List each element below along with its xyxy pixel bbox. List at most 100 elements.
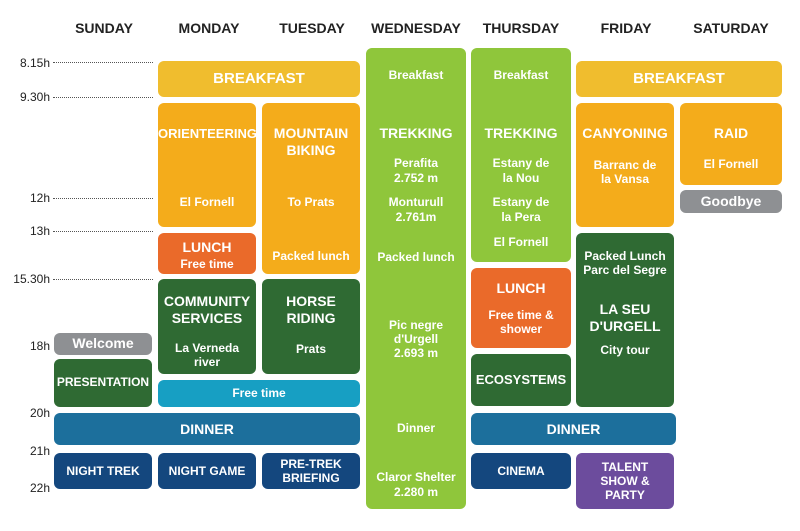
time-label: 21h — [29, 444, 50, 458]
community-place2: river — [193, 355, 221, 369]
thu-lunch-line1: Free time & — [488, 308, 554, 322]
time-label: 22h — [29, 481, 50, 495]
horse-place: Prats — [295, 342, 327, 356]
time-label: 18h — [29, 339, 50, 353]
talent-line2: SHOW & — [600, 474, 650, 488]
time-label: 9.30h — [19, 90, 50, 104]
horse-line2: RIDING — [286, 310, 336, 326]
welcome-label: Welcome — [72, 335, 134, 351]
pre-trek-line1: PRE-TREK — [280, 457, 342, 471]
wed-peak-alt: 2.693 m — [393, 346, 439, 360]
wed-peak-line2: d'Urgell — [393, 332, 439, 346]
wed-breakfast: Breakfast — [388, 68, 444, 82]
talent-line1: TALENT — [601, 460, 649, 474]
day-header-tuesday: TUESDAY — [279, 20, 345, 36]
friday-title1: LA SEU — [599, 301, 651, 317]
breakfast-block-fri-sat: BREAKFAST — [576, 61, 782, 97]
time-label: 20h — [29, 406, 50, 420]
goodbye-block: Goodbye — [680, 190, 782, 213]
wed-peak-line1: Pic negre — [388, 318, 444, 332]
breakfast-block-mon-tue: BREAKFAST — [158, 61, 360, 97]
thu-place1-line2: la Nou — [502, 171, 540, 185]
wednesday-trekking-block: Breakfast TREKKING Perafita 2.752 m Mont… — [366, 48, 466, 509]
cinema-block: CINEMA — [471, 453, 571, 489]
friday-lunch2: Parc del Segre — [583, 263, 667, 277]
horse-riding-block: HORSE RIDING Prats — [262, 279, 360, 374]
dinner-label: DINNER — [546, 421, 601, 437]
monday-lunch-title: LUNCH — [182, 239, 232, 255]
time-tick — [53, 62, 153, 63]
time-label: 15.30h — [13, 272, 50, 286]
thu-place1-line1: Estany de — [492, 156, 550, 170]
wed-place2: Monturull — [388, 195, 444, 209]
ecosystems-block: ECOSYSTEMS — [471, 354, 571, 406]
canyoning-line2: la Vansa — [600, 172, 650, 186]
orienteering-block: ORIENTEERING El Fornell — [158, 103, 257, 227]
pre-trek-briefing-block: PRE-TREK BRIEFING — [262, 453, 360, 489]
time-label: 12h — [29, 191, 50, 205]
mountain-biking-line2: BIKING — [286, 142, 336, 158]
pre-trek-line2: BRIEFING — [282, 471, 340, 485]
day-header-saturday: SATURDAY — [693, 20, 769, 36]
thursday-trekking-block: Breakfast TREKKING Estany de la Nou Esta… — [471, 48, 571, 262]
mountain-biking-place: To Prats — [287, 195, 335, 209]
community-place1: La Verneda — [174, 341, 240, 355]
wed-packed-lunch: Packed lunch — [377, 250, 455, 264]
day-header-wednesday: WEDNESDAY — [371, 20, 461, 36]
night-trek-label: NIGHT TREK — [66, 464, 140, 478]
time-label: 8.15h — [19, 56, 50, 70]
talent-line3: PARTY — [605, 488, 645, 502]
talent-show-block: TALENT SHOW & PARTY — [576, 453, 674, 509]
wed-shelter: Claror Shelter — [376, 470, 456, 484]
thu-place2-line1: Estany de — [492, 195, 550, 209]
time-tick — [53, 97, 153, 98]
ecosystems-label: ECOSYSTEMS — [475, 372, 567, 387]
canyoning-title: CANYONING — [582, 125, 668, 141]
thu-place3: El Fornell — [493, 235, 549, 249]
time-tick — [53, 279, 153, 280]
friday-la-seu-block: Packed Lunch Parc del Segre LA SEU D'URG… — [576, 233, 674, 407]
day-header-friday: FRIDAY — [600, 20, 652, 36]
canyoning-line1: Barranc de — [593, 158, 657, 172]
friday-sub: City tour — [600, 343, 650, 357]
free-time-block: Free time — [158, 380, 360, 407]
welcome-block: Welcome — [54, 333, 152, 355]
time-tick — [53, 198, 153, 199]
community-services-block: COMMUNITY SERVICES La Verneda river — [158, 279, 256, 374]
day-header-thursday: THURSDAY — [482, 20, 560, 36]
community-line1: COMMUNITY — [163, 293, 251, 309]
wed-alt1: 2.752 m — [393, 171, 439, 185]
raid-block: RAID El Fornell — [680, 103, 782, 185]
orienteering-place: El Fornell — [179, 195, 235, 209]
dinner-label: DINNER — [180, 421, 234, 437]
breakfast-label: BREAKFAST — [213, 70, 305, 87]
wed-place1: Perafita — [393, 156, 439, 170]
raid-place: El Fornell — [703, 157, 759, 171]
presentation-label: PRESENTATION — [56, 375, 150, 389]
canyoning-block: CANYONING Barranc de la Vansa — [576, 103, 674, 227]
thu-breakfast: Breakfast — [493, 68, 549, 82]
day-header-monday: MONDAY — [178, 20, 240, 36]
mountain-biking-lunch: Packed lunch — [272, 249, 350, 263]
dinner-block-left: DINNER — [54, 413, 360, 445]
goodbye-label: Goodbye — [700, 193, 762, 209]
time-label: 13h — [29, 224, 50, 238]
thu-lunch-line2: shower — [499, 322, 542, 336]
monday-lunch-sub: Free time — [180, 257, 234, 271]
presentation-block: PRESENTATION — [54, 359, 152, 407]
night-game-block: NIGHT GAME — [158, 453, 256, 489]
time-tick — [53, 231, 153, 232]
wed-dinner: Dinner — [396, 421, 435, 435]
wed-alt2: 2.761m — [395, 210, 437, 224]
community-line2: SERVICES — [171, 310, 243, 326]
orienteering-title: ORIENTEERING — [158, 126, 257, 141]
cinema-label: CINEMA — [497, 464, 545, 478]
night-game-label: NIGHT GAME — [168, 464, 246, 478]
free-time-label: Free time — [232, 386, 286, 400]
wed-shelter-alt: 2.280 m — [393, 485, 439, 499]
thu-trekking-title: TREKKING — [484, 125, 558, 141]
dinner-block-right: DINNER — [471, 413, 676, 445]
thu-place2-line2: la Pera — [501, 210, 541, 224]
night-trek-block: NIGHT TREK — [54, 453, 152, 489]
monday-lunch-block: LUNCH Free time — [158, 233, 256, 274]
